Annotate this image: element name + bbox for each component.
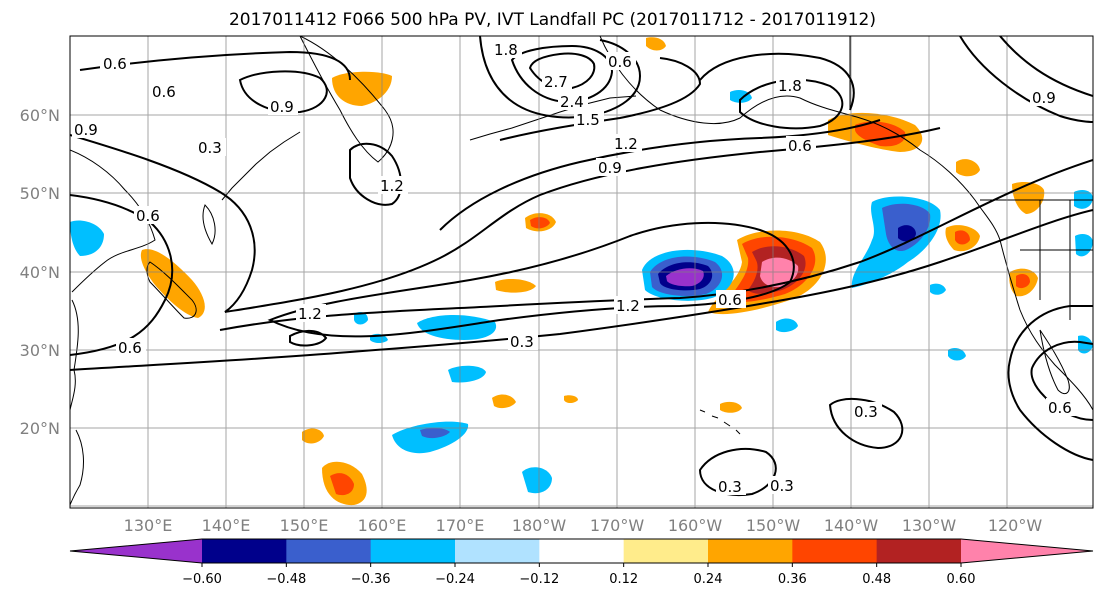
lon-label: 140°E: [202, 516, 251, 535]
colorbar-segment: [455, 539, 540, 563]
pv-contour-1.2-north: [439, 119, 881, 231]
lat-label-40n: 40°N: [20, 263, 60, 282]
colorbar-segment: [623, 539, 709, 563]
contour-label: 0.3: [718, 478, 742, 496]
colorbar-segment: [876, 539, 962, 563]
pv-contour-0.3-east: [828, 397, 904, 450]
pv-contour-1.2-inner: [289, 330, 328, 347]
lon-label: 170°W: [590, 516, 645, 535]
hawaii-islands: [699, 409, 741, 435]
chart-title: 2017011412 F066 500 hPa PV, IVT Landfall…: [228, 10, 876, 30]
pv-contour-0.9: [70, 127, 941, 313]
lon-label: 180°W: [512, 516, 567, 535]
contour-label: 1.5: [576, 111, 600, 129]
colorbar-tick-label: −0.24: [435, 572, 475, 587]
contour-label: 0.9: [74, 121, 98, 139]
contour-label: 0.3: [770, 477, 794, 495]
colorbar-segment: [286, 539, 372, 563]
contour-label: 0.6: [788, 137, 812, 155]
philippines-coast: [70, 429, 84, 506]
contour-label: 0.9: [270, 98, 294, 116]
longitude-labels: 130°E 140°E 150°E 160°E 170°E 180°W 170°…: [124, 516, 1043, 535]
kamchatka-coast: [299, 36, 394, 163]
colorbar-tick-label: 0.60: [947, 572, 976, 587]
contour-label: 0.6: [718, 291, 742, 309]
contour-label: 0.6: [1048, 399, 1072, 417]
lat-label-50n: 50°N: [20, 184, 60, 203]
pv-contour-0.6-north: [79, 50, 351, 81]
colorbar-tick-label: −0.48: [266, 572, 306, 587]
colorbar-tick-label: −0.12: [519, 572, 559, 587]
lon-label: 160°W: [668, 516, 723, 535]
pv-contour-1.5: [499, 57, 702, 141]
contour-label: 2.4: [560, 93, 584, 111]
contour-label: 0.3: [854, 403, 878, 421]
lon-label: 130°W: [902, 516, 957, 535]
colorbar-extend-high: [961, 539, 1093, 563]
kuril-islands: [221, 131, 301, 201]
colorbar-segment: [539, 539, 625, 563]
contour-label: 1.8: [494, 41, 518, 59]
contour-label: 1.2: [616, 297, 640, 315]
pv-contour-0.9-northeast: [999, 36, 1093, 97]
lat-label-20n: 20°N: [20, 419, 60, 438]
lon-label: 170°E: [436, 516, 485, 535]
pv-contour-0.6-northeast: [959, 36, 1093, 123]
canada-border: [849, 36, 1093, 201]
lon-label: 140°W: [824, 516, 879, 535]
baja-coast: [1039, 329, 1070, 395]
colorbar-segment: [202, 539, 287, 563]
lon-label: 130°E: [124, 516, 173, 535]
pv-contour-0.6-alaska: [699, 52, 855, 111]
colorbar-segment: [792, 539, 878, 563]
map-frame: [69, 35, 1094, 509]
graticule: [70, 36, 1093, 508]
colorbar-tick-label: −0.36: [351, 572, 391, 587]
pv-contour-2.4: [510, 44, 614, 104]
positive-anomaly-japan: [140, 249, 205, 318]
contour-label: 0.9: [598, 159, 622, 177]
colorbar-tick-label: 0.24: [694, 572, 723, 587]
contour-label: 0.3: [510, 333, 534, 351]
contour-label: 1.8: [778, 77, 802, 95]
contour-label: 1.2: [614, 135, 638, 153]
pv-contour-0.6-mexico: [1007, 305, 1093, 461]
colorbar-tick-label: 0.12: [609, 572, 638, 587]
pv-contour-1.2: [267, 221, 795, 338]
contour-label: 0.9: [1032, 89, 1056, 107]
contour-label: 0.6: [118, 339, 142, 357]
lon-label: 160°E: [358, 516, 407, 535]
contour-label: 1.2: [380, 177, 404, 195]
colorbar-tick-label: −0.60: [182, 572, 222, 587]
contour-label: 2.7: [544, 73, 568, 91]
lon-label: 150°E: [280, 516, 329, 535]
contour-label: 0.6: [152, 83, 176, 101]
map-panel: 0.6 0.6 0.9 0.9 0.3 1.2 0.6 1.8 2.7 2.4 …: [70, 36, 1093, 508]
pv-contour-0.9-ridge: [238, 70, 328, 114]
contour-label: 0.6: [103, 55, 127, 73]
colorbar-extend-low: [70, 539, 202, 563]
lon-label: 120°W: [988, 516, 1043, 535]
colorbar: −0.60 −0.48 −0.36 −0.24 −0.12 0.12 0.24 0.36 0.4…: [69, 538, 1094, 587]
latitude-labels: 60°N 50°N 40°N 30°N 20°N: [20, 106, 60, 438]
colorbar-tick-label: 0.36: [778, 572, 807, 587]
contour-label: 0.6: [136, 207, 160, 225]
contour-label: 1.2: [298, 305, 322, 323]
colorbar-segment: [708, 539, 793, 563]
lat-label-60n: 60°N: [20, 106, 60, 125]
us-states: [1020, 200, 1093, 320]
colorbar-tick-label: 0.48: [862, 572, 891, 587]
colorbar-segment: [370, 539, 456, 563]
pv-contour-0.6: [70, 159, 1093, 356]
contour-labels: 0.6 0.6 0.9 0.9 0.3 1.2 0.6 1.8 2.7 2.4 …: [72, 40, 1076, 496]
lon-label: 150°W: [746, 516, 801, 535]
alaska-coast: [599, 36, 1001, 241]
contour-label: 0.6: [608, 53, 632, 71]
pv-contour-0.3-south: [70, 209, 1093, 371]
lat-label-30n: 30°N: [20, 341, 60, 360]
contour-label: 0.3: [198, 139, 222, 157]
